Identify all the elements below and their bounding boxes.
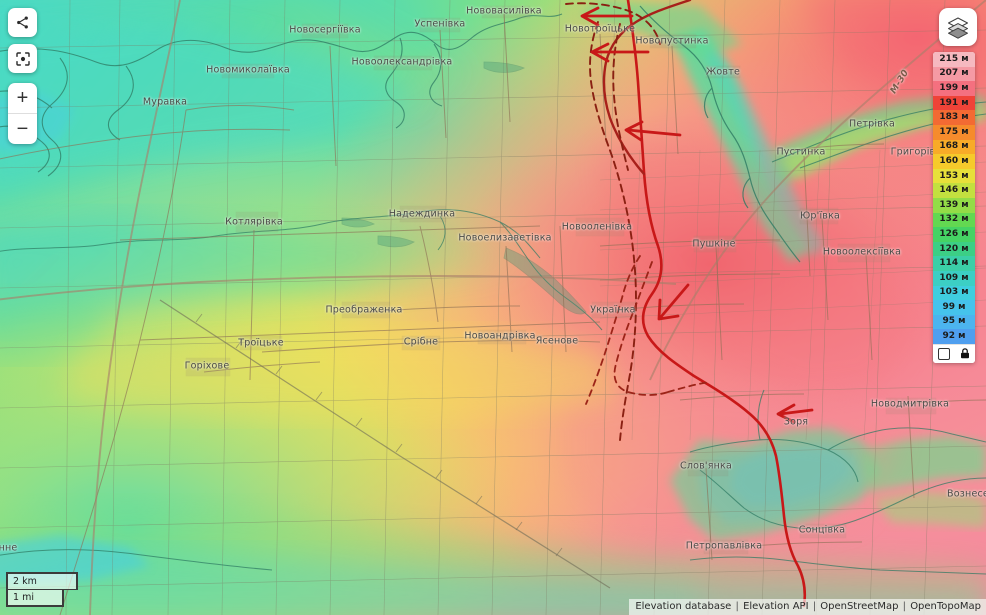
- zoom-out-button[interactable]: −: [8, 113, 37, 144]
- attribution-bar[interactable]: Elevation database | Elevation API | Ope…: [629, 599, 986, 615]
- scale-bar: 2 km 1 mi: [6, 572, 78, 607]
- legend-row-value: 114 м: [939, 258, 969, 269]
- legend-row-value: 183 м: [939, 112, 969, 123]
- legend-row-value: 153 м: [939, 170, 969, 181]
- legend-row: 160 м: [933, 154, 975, 169]
- legend-row-value: 139 м: [939, 199, 969, 210]
- attribution-separator: |: [899, 601, 910, 612]
- legend-row: 92 м: [933, 329, 975, 344]
- legend-row: 207 м: [933, 66, 975, 82]
- legend-row-value: 199 м: [939, 82, 969, 93]
- elevation-legend-scale: 215 м 207 м 199 м 191 м 183 м 175 м 168 м 160 м…: [933, 52, 975, 344]
- legend-row: 146 м: [933, 183, 975, 198]
- legend-row: 139 м: [933, 197, 975, 213]
- elevation-legend-footer[interactable]: [933, 343, 975, 363]
- legend-row: 126 м: [933, 227, 975, 242]
- legend-row: 109 м: [933, 270, 975, 286]
- legend-row: 120 м: [933, 241, 975, 257]
- scale-mi: 1 mi: [6, 590, 64, 607]
- attribution-separator: |: [732, 601, 743, 612]
- legend-row-value: 146 м: [939, 185, 969, 196]
- legend-row-value: 191 м: [939, 97, 969, 108]
- attribution-separator: |: [809, 601, 820, 612]
- legend-row: 183 м: [933, 110, 975, 125]
- legend-row: 103 м: [933, 285, 975, 301]
- legend-row: 191 м: [933, 95, 975, 111]
- layers-button[interactable]: [939, 8, 977, 46]
- legend-row: 132 м: [933, 212, 975, 228]
- legend-row-value: 99 м: [942, 301, 966, 312]
- legend-row: 175 м: [933, 124, 975, 140]
- legend-checkbox[interactable]: [937, 347, 950, 360]
- zoom-controls[interactable]: + −: [8, 83, 37, 144]
- legend-row: 199 м: [933, 81, 975, 96]
- legend-row-value: 132 м: [939, 214, 969, 225]
- legend-row-value: 103 м: [939, 287, 969, 298]
- attribution-link[interactable]: OpenTopoMap: [910, 601, 981, 612]
- attribution-link[interactable]: Elevation database: [635, 601, 732, 612]
- legend-row-value: 207 м: [939, 68, 969, 79]
- legend-row-value: 126 м: [939, 228, 969, 239]
- legend-row: 215 м: [933, 52, 975, 67]
- legend-row-value: 175 м: [939, 126, 969, 137]
- map-controls-left[interactable]: + −: [8, 8, 37, 144]
- share-button[interactable]: [8, 8, 37, 37]
- legend-row-value: 120 м: [939, 243, 969, 254]
- legend-row: 99 м: [933, 300, 975, 315]
- legend-row-value: 160 м: [939, 155, 969, 166]
- elevation-legend[interactable]: 215 м 207 м 199 м 191 м 183 м 175 м 168 м 160 м…: [933, 52, 975, 363]
- locate-icon: [15, 51, 30, 66]
- legend-row: 95 м: [933, 314, 975, 330]
- layers-icon: [948, 17, 968, 39]
- zoom-in-button[interactable]: +: [16, 87, 29, 109]
- legend-row: 114 м: [933, 256, 975, 271]
- legend-row-value: 109 м: [939, 272, 969, 283]
- legend-row-value: 95 м: [942, 316, 966, 327]
- legend-row-value: 215 м: [939, 53, 969, 64]
- legend-row-value: 168 м: [939, 141, 969, 152]
- scale-km: 2 km: [6, 572, 78, 590]
- share-icon: [17, 16, 28, 29]
- lock-icon[interactable]: [959, 347, 971, 360]
- locate-button[interactable]: [8, 44, 37, 73]
- legend-row: 168 м: [933, 139, 975, 155]
- attribution-link[interactable]: OpenStreetMap: [820, 601, 899, 612]
- attribution-link[interactable]: Elevation API: [743, 601, 809, 612]
- legend-row: 153 м: [933, 168, 975, 184]
- legend-row-value: 92 м: [942, 331, 966, 342]
